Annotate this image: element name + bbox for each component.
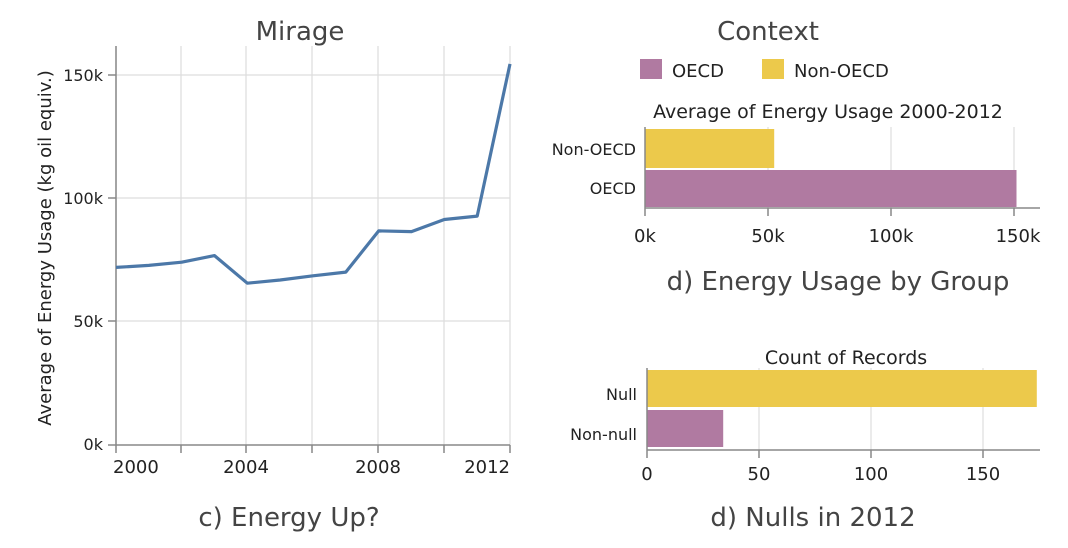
- count-bar-axes: [646, 368, 1040, 458]
- x-tick-label: 50: [748, 464, 771, 485]
- count-bar-caption: d) Nulls in 2012: [710, 503, 915, 533]
- y-axis-title: Average of Energy Usage (kg oil equiv.): [35, 70, 56, 426]
- category-label-non-oecd: Non-OECD: [552, 140, 636, 159]
- x-tick-label: 2004: [223, 457, 269, 478]
- x-tick-label: 100k: [869, 226, 914, 247]
- energy-bar-axes: [644, 127, 1040, 216]
- left-panel-title: Mirage: [256, 17, 345, 47]
- energy-bar-chart-title: Average of Energy Usage 2000-2012: [653, 101, 1003, 123]
- y-tick-label: 100k: [63, 189, 104, 208]
- x-tick-label: 50k: [751, 226, 785, 247]
- x-tick-label: 0: [641, 464, 652, 485]
- x-tick-label: 150k: [996, 226, 1041, 247]
- energy-bar-caption: d) Energy Usage by Group: [667, 267, 1010, 297]
- left-grid: [115, 46, 511, 450]
- left-caption: c) Energy Up?: [198, 503, 379, 533]
- legend-swatch-oecd: [640, 59, 662, 79]
- energy-usage-line: [115, 63, 512, 285]
- legend-swatch-non-oecd: [762, 59, 784, 79]
- y-tick-label: 150k: [63, 66, 104, 85]
- category-label-null: Null: [606, 385, 637, 404]
- y-tick-label: 0k: [84, 435, 104, 454]
- x-tick-label: 0k: [634, 226, 656, 247]
- legend: OECD Non-OECD: [640, 59, 889, 82]
- category-label-oecd: OECD: [590, 179, 636, 198]
- right-panel-title: Context: [717, 17, 819, 47]
- category-label-non-null: Non-null: [570, 425, 637, 444]
- bar-non-oecd-energy: [645, 129, 775, 168]
- legend-label-non-oecd: Non-OECD: [794, 61, 889, 82]
- left-axes: [108, 46, 511, 453]
- x-tick-label: 2000: [113, 457, 159, 478]
- bar-oecd-energy: [645, 170, 1017, 207]
- x-tick-label: 2012: [464, 457, 510, 478]
- bar-null-count: [647, 370, 1037, 407]
- bar-non-null-count: [647, 410, 724, 447]
- x-tick-label: 150: [966, 464, 1000, 485]
- count-bar-chart-title: Count of Records: [765, 347, 927, 369]
- y-tick-label: 50k: [73, 312, 103, 331]
- legend-label-oecd: OECD: [672, 61, 724, 82]
- x-tick-label: 2008: [355, 457, 401, 478]
- x-tick-label: 100: [854, 464, 888, 485]
